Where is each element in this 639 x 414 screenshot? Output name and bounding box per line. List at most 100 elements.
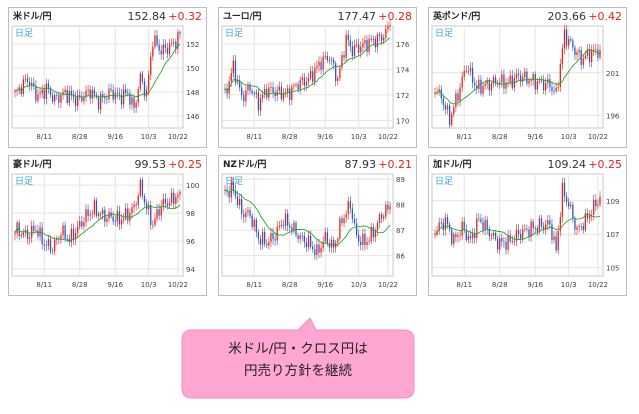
candle-body [230, 73, 232, 82]
candle-body [118, 93, 121, 95]
candle-body [434, 234, 436, 236]
candle-body [570, 204, 572, 207]
candle-body [507, 235, 509, 250]
candle-body [343, 217, 345, 224]
candle-body [114, 221, 116, 223]
candle-body [343, 55, 345, 58]
candle-body [137, 195, 139, 206]
candle-body [465, 70, 467, 72]
candle-body [106, 98, 108, 100]
y-tick-label: 107 [606, 231, 619, 239]
candle-body [28, 237, 31, 240]
x-tick-label: 10/22 [168, 133, 188, 141]
candle-body [376, 222, 379, 231]
candle-body [305, 81, 308, 86]
candle-body [461, 221, 463, 236]
candle-body [492, 77, 495, 84]
candle-body [238, 80, 241, 88]
x-tick-label: 8/28 [72, 133, 88, 141]
candle-body [347, 201, 349, 215]
candle-body [509, 235, 511, 242]
x-tick-label: 8/28 [492, 133, 508, 141]
candle-body [540, 218, 543, 227]
candle-body [355, 44, 358, 46]
candle-body [482, 221, 484, 231]
callout-line-2: 円売り方針を継続 [244, 363, 352, 379]
candle-body [120, 94, 123, 105]
candle-body [353, 219, 356, 224]
y-tick-label: 89 [396, 176, 405, 184]
candle-body [282, 224, 285, 226]
candle-body [51, 250, 54, 252]
candle-body [139, 179, 141, 196]
candle-body [314, 68, 316, 82]
candle-body [14, 233, 16, 235]
candle-body [249, 210, 251, 216]
candle-body [37, 94, 39, 101]
plot-frame [431, 173, 604, 277]
chart-header: ユーロ/円 177.47 +0.28 [219, 8, 416, 26]
plot-frame [11, 25, 184, 129]
candle-body [387, 25, 389, 30]
candle-body [322, 56, 324, 70]
candle-body [143, 81, 146, 97]
candle-body [572, 40, 574, 48]
candle-body [41, 227, 43, 245]
candle-body [49, 239, 52, 252]
candle-body [538, 80, 541, 82]
period-label: 日足 [225, 176, 243, 187]
candle-body [362, 233, 364, 245]
candle-body [35, 85, 37, 101]
candle-body [60, 235, 62, 239]
candle-body [503, 241, 505, 243]
candle-body [133, 97, 135, 108]
candle-body [545, 83, 547, 91]
candle-body [236, 80, 239, 83]
candle-body [270, 87, 272, 88]
candle-body [168, 203, 171, 206]
candle-body [276, 226, 278, 241]
candle-body [316, 66, 318, 69]
candle-body [497, 83, 499, 85]
chart-header: NZドル/円 87.93 +0.21 [219, 156, 416, 174]
candle-body [463, 221, 465, 230]
candle-body [177, 194, 179, 198]
candle-body [289, 88, 291, 101]
candle-body [160, 50, 162, 55]
chart-title: ユーロ/円 [223, 12, 262, 22]
candle-body [85, 209, 87, 223]
candle-body [499, 82, 501, 85]
candle-body [297, 235, 299, 240]
candle-body [559, 217, 561, 232]
candle-body [299, 235, 301, 240]
candle-body [330, 59, 333, 61]
candle-body [453, 234, 455, 244]
period-label: 日足 [225, 28, 243, 39]
period-label: 日足 [435, 176, 453, 187]
candle-body [440, 222, 442, 224]
candle-body [561, 182, 564, 218]
candle-body [599, 50, 601, 58]
candle-body [507, 82, 509, 84]
candle-body [584, 55, 587, 59]
candle-body [66, 89, 68, 103]
chart-panel: 英ポンド/円 203.66 +0.42 196 201 8/11 8/28 9/16 10/3 1… [428, 7, 627, 148]
candle-body [287, 213, 289, 226]
candle-body [549, 79, 551, 88]
candle-body [293, 222, 295, 231]
candle-body [515, 229, 518, 241]
candle-body [234, 60, 237, 83]
chart-header: 加ドル/円 109.24 +0.25 [429, 156, 626, 174]
candle-body [118, 211, 121, 225]
candle-body [309, 71, 312, 78]
candle-body [326, 55, 328, 61]
candle-body [471, 67, 474, 83]
candle-body [312, 71, 314, 82]
candle-body [530, 80, 532, 82]
candle-body [383, 216, 385, 219]
chart-change: +0.25 [588, 158, 622, 171]
candle-body [31, 82, 33, 86]
candle-body [355, 223, 358, 236]
candle-body [291, 86, 293, 101]
candle-body [122, 218, 125, 220]
